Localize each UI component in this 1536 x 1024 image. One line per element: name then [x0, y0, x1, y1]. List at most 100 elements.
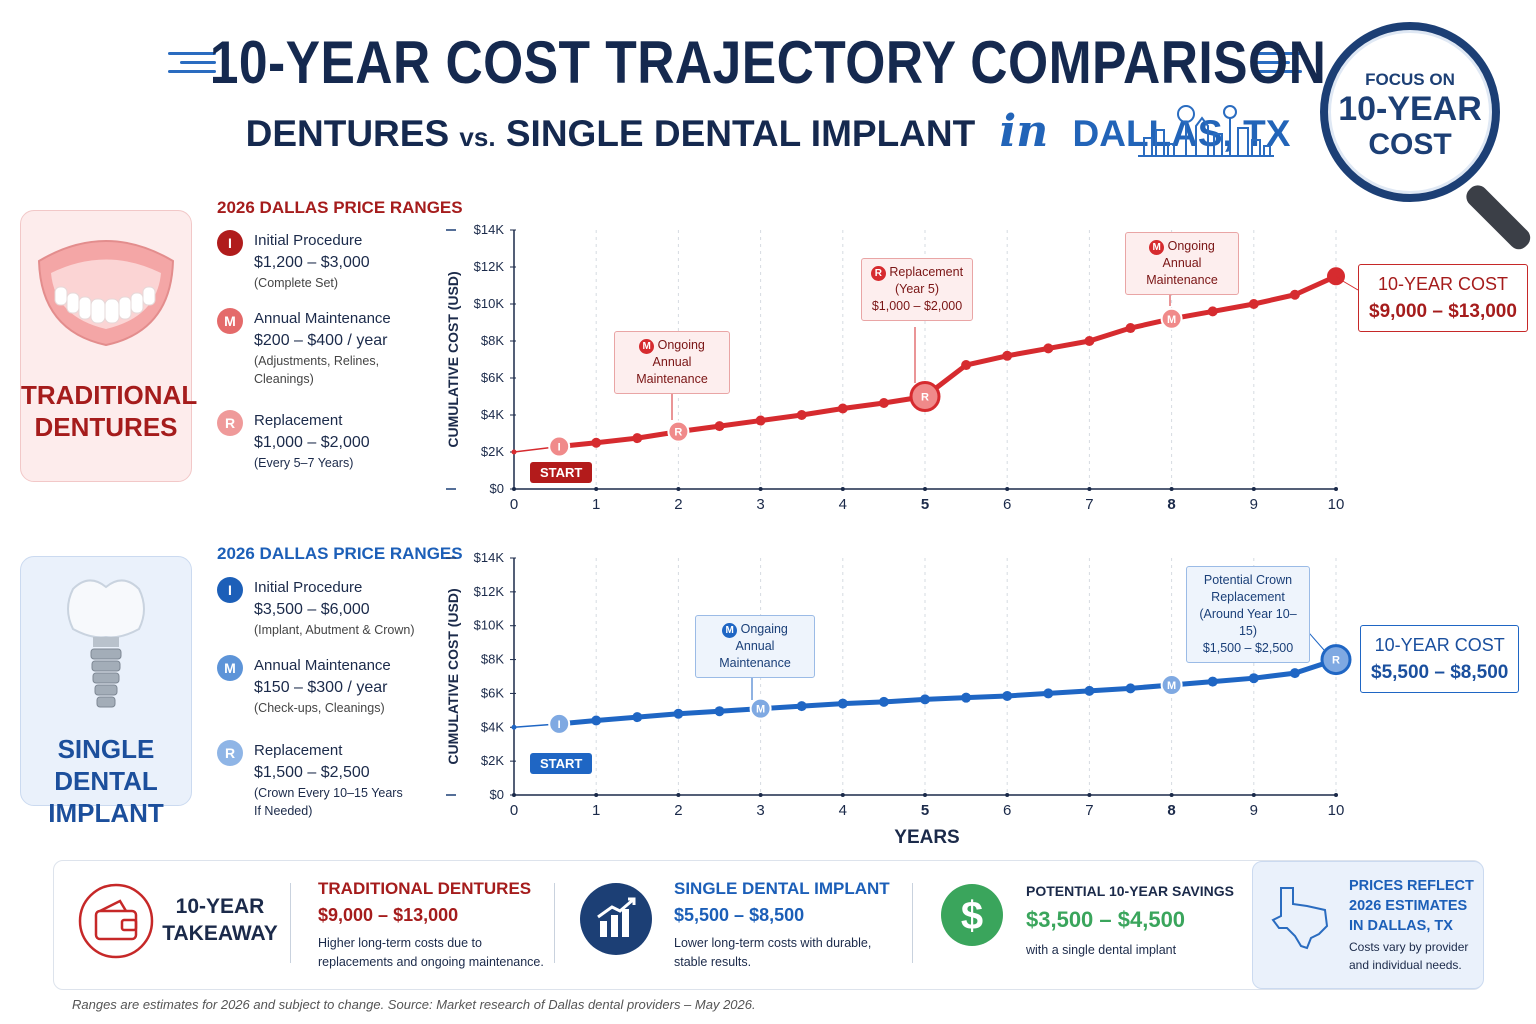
implant-replacement-title: Replacement	[254, 742, 343, 759]
implant-x-tick-label: 4	[839, 802, 847, 819]
implant-x-tick-label: 7	[1085, 802, 1093, 819]
implant-event-marker-label: M	[1167, 680, 1176, 692]
implant-data-point	[837, 698, 848, 709]
implant-card-title: SINGLE DENTAL IMPLANT	[21, 733, 191, 829]
dentures-x-tick-label: 2	[674, 496, 682, 513]
dentures-callout-3-line-2: Maintenance	[1146, 273, 1218, 287]
implant-event-marker	[1160, 673, 1183, 696]
dentures-callout-1-line-2: Maintenance	[636, 372, 708, 386]
implant-replacement-note-2: If Needed)	[254, 804, 313, 818]
implant-x-axis-label: YEARS	[894, 827, 959, 848]
implant-data-point	[878, 696, 889, 707]
implant-y-tick-label: $0	[490, 787, 504, 802]
dentures-x-tick-label: 10	[1328, 496, 1345, 513]
dentures-data-point	[878, 397, 889, 408]
implant-callout-2-line-3: (Around Year 10–15)	[1199, 607, 1297, 638]
implant-x-tick-label: 2	[674, 802, 682, 819]
takeaway-dentures-title: TRADITIONAL DENTURES	[318, 879, 532, 898]
dentures-ten-year-cost: 10-YEAR COST $9,000 – $13,000	[1358, 264, 1528, 332]
dentures-replacement-item: Replacement $1,000 – $2,000 (Every 5–7 Y…	[254, 411, 370, 472]
dentures-event-marker	[548, 435, 571, 458]
takeaway-label-2: TAKEAWAY	[162, 922, 278, 945]
source-note: Ranges are estimates for 2026 and subjec…	[72, 997, 756, 1012]
dentures-data-point	[1207, 306, 1218, 317]
dentures-y-tick-label: $4K	[481, 407, 504, 422]
dentures-event-marker	[667, 420, 690, 443]
implant-maintenance-note: (Check-ups, Cleanings)	[254, 701, 385, 715]
dentures-initial-note: (Complete Set)	[254, 276, 339, 290]
focus-magnifier: FOCUS ON 10-YEAR COST	[1320, 22, 1500, 202]
implant-x-tick-label: 9	[1250, 802, 1258, 819]
dentures-y-tick-label: $10K	[474, 296, 505, 311]
takeaway-label-1: 10-YEAR	[175, 895, 265, 918]
dentures-ten-year-label: 10-YEAR COST	[1377, 274, 1508, 294]
title-decoration-right	[1254, 61, 1290, 64]
dentures-replacement-callout: R Replacement (Year 5) $1,000 – $2,000	[861, 258, 973, 321]
dentures-event-marker-label: I	[558, 441, 561, 453]
growth-chart-icon	[580, 883, 652, 955]
dentures-x-tick-label: 7	[1085, 496, 1093, 513]
dentures-data-point	[837, 403, 848, 414]
dentures-callout-3-text: M Ongoing Annual	[1134, 238, 1230, 272]
implant-event-marker-label: I	[558, 719, 561, 731]
implant-data-point	[961, 692, 972, 703]
implant-x-tick-label: 10	[1328, 802, 1345, 819]
dentures-icon	[37, 240, 175, 347]
implant-maintenance-callout: M Ongaing Annual Maintenance	[695, 615, 815, 678]
takeaway-implant-title: SINGLE DENTAL IMPLANT	[674, 879, 890, 898]
dentures-data-point	[1084, 336, 1095, 346]
title-decoration-left	[180, 61, 216, 64]
implant-callout-2-line-4: $1,500 – $2,500	[1202, 641, 1294, 655]
dentures-y-tick-label: $12K	[474, 259, 505, 274]
implant-y-tick-label: $10K	[474, 618, 505, 633]
dentures-event-marker	[909, 381, 941, 412]
dentures-data-point	[961, 360, 972, 371]
title-decoration-right	[1254, 52, 1302, 55]
dentures-maintenance-title: Annual Maintenance	[254, 310, 391, 327]
implant-ten-year-cost: 10-YEAR COST $5,500 – $8,500	[1360, 625, 1520, 693]
texas-map-icon	[1271, 887, 1329, 950]
implant-card-title-2: IMPLANT	[48, 798, 164, 828]
svg-text:$: $	[961, 894, 983, 938]
dentures-initial-item: Initial Procedure $1,200 – $3,000 (Compl…	[254, 231, 370, 292]
implant-callout-2-line-2: Replacement	[1211, 590, 1285, 604]
page-title: 10-YEAR COST TRAJECTORY COMPARISON	[209, 29, 1327, 96]
maintenance-badge-icon: M	[722, 623, 738, 638]
implant-initial-title: Initial Procedure	[254, 579, 363, 596]
implant-event-marker	[548, 712, 571, 735]
implant-callout-1-line-1: Ongaing Annual	[735, 622, 788, 653]
dentures-callout-3-line-1: Ongoing Annual	[1162, 239, 1215, 270]
maintenance-badge-icon: M	[639, 339, 655, 354]
implant-data-point	[1084, 685, 1095, 696]
takeaway-dentures: TRADITIONAL DENTURES $9,000 – $13,000 Hi…	[318, 879, 544, 972]
takeaway-savings: POTENTIAL 10-YEAR SAVINGS $3,500 – $4,50…	[1026, 883, 1234, 957]
dentures-data-point	[591, 437, 602, 448]
dentures-start-label: START	[530, 462, 593, 483]
takeaway-implant-desc-1: Lower long-term costs with durable,	[674, 936, 872, 950]
dentures-initial-title: Initial Procedure	[254, 232, 363, 249]
dentures-data-point	[755, 415, 766, 426]
dentures-maintenance-range: $200 – $400 / year	[254, 332, 388, 349]
dentures-event-marker-label: R	[921, 392, 929, 404]
implant-maintenance-title: Annual Maintenance	[254, 657, 391, 674]
divider	[554, 883, 555, 963]
implant-callout-1-text: M Ongaing Annual	[704, 621, 806, 655]
title-decoration-right	[1254, 70, 1302, 73]
replacement-badge-icon: R	[870, 266, 886, 281]
implant-data-point	[1043, 688, 1054, 699]
implant-ten-year-label: 10-YEAR COST	[1374, 635, 1505, 655]
dentures-data-point	[796, 410, 807, 420]
divider	[290, 883, 291, 963]
dentures-x-tick-label: 0	[510, 496, 518, 513]
takeaway-implant: SINGLE DENTAL IMPLANT $5,500 – $8,500 Lo…	[674, 879, 890, 972]
dentures-y-tick-label: $0	[490, 481, 504, 496]
dentures-callout-1-line-1: Ongoing Annual	[652, 338, 705, 369]
dentures-data-point	[1002, 350, 1013, 361]
dentures-card-title-1: TRADITIONAL	[21, 380, 198, 410]
implant-maintenance-item: Annual Maintenance $150 – $300 / year (C…	[254, 656, 391, 717]
focus-line-1: FOCUS ON	[1365, 70, 1455, 89]
implant-replacement-item: Replacement $1,500 – $2,500 (Crown Every…	[254, 741, 403, 820]
implant-event-marker-label: M	[756, 704, 765, 716]
implant-event-marker	[749, 697, 772, 720]
dentures-initial-range: $1,200 – $3,000	[254, 254, 370, 271]
